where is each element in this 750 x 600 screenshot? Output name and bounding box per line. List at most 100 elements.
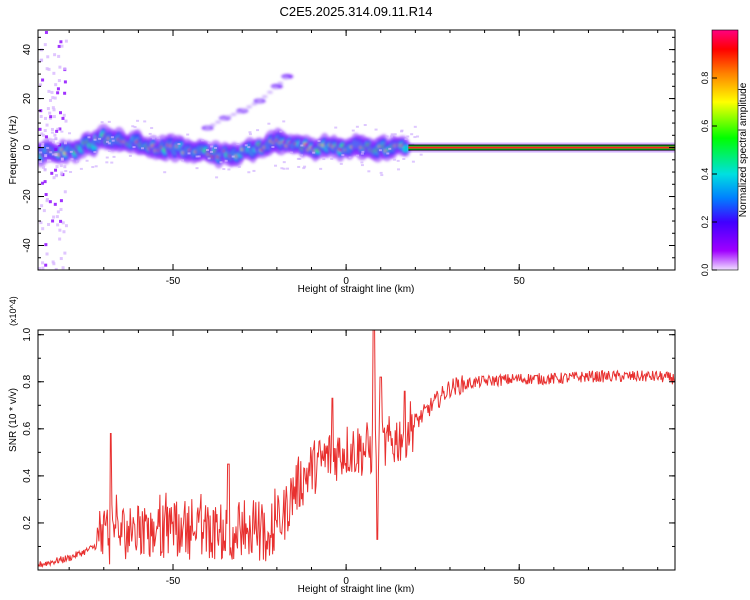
heat-speckle <box>330 157 334 160</box>
heat-speckle <box>50 90 54 94</box>
heat-speckle <box>52 71 56 75</box>
heat-speckle <box>400 130 404 133</box>
heat-branch-trail <box>230 112 237 117</box>
heat-speckle <box>75 160 79 163</box>
x-tick-label: 50 <box>514 276 526 287</box>
heat-speckle <box>163 171 167 174</box>
heat-speckle <box>44 193 48 197</box>
heat-speckle <box>57 54 61 58</box>
heat-speckle <box>248 133 252 136</box>
heat-speckle <box>411 160 415 163</box>
colorbar-tick-label: 0.8 <box>700 72 710 85</box>
heat-speckle <box>39 160 43 164</box>
heat-branch-trail <box>256 99 263 103</box>
heat-speckle <box>58 127 62 131</box>
y-tick-label: 0.8 <box>22 374 33 388</box>
heat-speckle <box>39 115 43 119</box>
heat-speckle <box>219 161 223 164</box>
heat-branch-trail <box>235 110 242 114</box>
heat-speckle <box>63 80 67 84</box>
heat-speckle <box>341 154 345 157</box>
heat-speckle <box>44 30 48 34</box>
heat-speckle <box>38 267 42 270</box>
heat-speckle <box>302 167 306 170</box>
heat-speckle <box>45 197 49 201</box>
colorbar-tick-label: 0.6 <box>700 120 710 133</box>
heat-speckle <box>59 219 63 223</box>
heat-speckle <box>93 151 97 154</box>
heat-branch-trail <box>246 105 253 109</box>
heat-speckle <box>60 157 64 161</box>
heat-speckle <box>111 139 115 142</box>
heat-speckle <box>177 143 181 146</box>
heat-speckle <box>56 142 60 146</box>
heat-speckle <box>317 139 321 142</box>
heat-speckle <box>52 108 56 112</box>
heat-speckle <box>57 44 61 48</box>
heat-speckle <box>402 157 406 160</box>
spectrogram-panel: -50 0 50 -40 -20 0 20 40 Height of straight li… <box>8 29 676 295</box>
heat-speckle <box>49 138 53 142</box>
heat-speckle <box>133 125 137 128</box>
heat-speckle <box>38 127 42 131</box>
heat-speckle <box>48 111 52 115</box>
heat-speckle <box>46 55 50 59</box>
heat-speckle <box>54 138 58 141</box>
heat-speckle <box>53 202 57 206</box>
heat-speckle <box>107 142 111 145</box>
heat-speckle <box>224 159 228 162</box>
heat-speckle <box>43 180 47 184</box>
x-tick-label: 0 <box>343 576 349 587</box>
heat-speckle <box>41 227 45 231</box>
heat-speckle <box>360 152 364 155</box>
heat-speckle <box>85 159 89 162</box>
heat-speckle <box>47 89 51 93</box>
heat-speckle <box>39 83 43 87</box>
heat-speckle <box>48 116 52 120</box>
snr-x-ticks: -50 0 50 <box>68 330 659 587</box>
heat-speckle <box>222 168 226 171</box>
heat-speckle <box>70 158 74 161</box>
heat-speckle <box>49 151 53 154</box>
heat-speckle <box>91 166 95 169</box>
heat-speckle <box>69 150 73 153</box>
heat-speckle <box>300 144 304 147</box>
colorbar-tick-label: 0.0 <box>700 264 710 277</box>
heat-speckle <box>136 119 140 122</box>
heat-speckle <box>413 136 417 139</box>
heat-speckle <box>416 135 420 138</box>
heat-speckle <box>150 135 154 138</box>
heat-speckle <box>59 173 63 176</box>
heat-speckle <box>50 131 54 134</box>
heat-speckle <box>62 230 66 234</box>
heat-speckle <box>53 96 57 100</box>
heat-speckle <box>187 152 191 155</box>
heat-speckle <box>40 132 44 136</box>
heat-speckle <box>63 165 67 169</box>
heat-speckle <box>274 164 278 167</box>
heat-speckle <box>43 168 47 171</box>
heat-speckle <box>153 135 157 138</box>
heat-branch-trail <box>220 117 227 121</box>
heat-speckle <box>227 168 231 171</box>
heat-speckle <box>59 199 63 203</box>
heat-speckle <box>248 131 252 134</box>
heat-speckle <box>289 151 293 154</box>
heat-speckle <box>43 43 47 47</box>
heat-speckle <box>61 266 65 270</box>
colorbar: 0.0 0.2 0.4 0.6 0.8 Normalized spectral ampl… <box>700 29 749 277</box>
heat-speckle <box>48 159 52 163</box>
heat-speckle <box>45 67 49 71</box>
heat-speckle <box>360 161 364 164</box>
colorbar-tick-label: 0.4 <box>700 168 710 181</box>
heat-speckle <box>54 267 58 270</box>
heat-speckle <box>59 40 63 44</box>
y-tick-label: 40 <box>22 44 33 56</box>
heat-speckle <box>54 148 58 152</box>
heat-speckle <box>54 83 58 87</box>
heat-speckle <box>379 171 383 174</box>
heat-speckle <box>388 147 392 150</box>
heat-speckle <box>413 125 417 128</box>
heat-speckle <box>56 127 60 131</box>
heat-speckle <box>54 153 58 157</box>
